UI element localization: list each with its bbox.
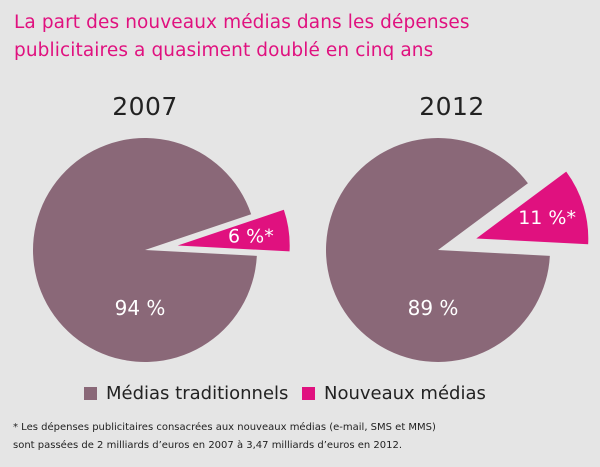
- footnote-line-1: * Les dépenses publicitaires consacrées …: [13, 422, 436, 433]
- legend-item-new: Nouveaux médias: [302, 383, 486, 404]
- legend-label-traditional: Médias traditionnels: [106, 383, 289, 404]
- pie-slice-traditional-2012: [326, 137, 550, 362]
- data-label-new-media-2007: 6 %*: [228, 226, 274, 248]
- legend-swatch-new: [302, 387, 315, 400]
- data-label-new-media-2012: 11 %*: [518, 207, 576, 229]
- legend-swatch-traditional: [84, 387, 97, 400]
- pie-slice-new-media-2007: [177, 209, 290, 252]
- legend-item-traditional: Médias traditionnels: [84, 383, 288, 404]
- chart-title: La part des nouveaux médias dans les dép…: [14, 9, 594, 65]
- data-label-traditional-2007: 94 %: [115, 296, 166, 320]
- data-label-traditional-2012: 89 %: [408, 296, 459, 320]
- footnote-line-2: sont passées de 2 milliards d’euros en 2…: [13, 440, 403, 451]
- footnote: * Les dépenses publicitaires consacrées …: [13, 419, 593, 455]
- pie-title-2007: 2007: [112, 92, 178, 121]
- pie-slice-traditional-2007: [33, 138, 257, 363]
- pie-slice-new-media-2012: [476, 171, 589, 245]
- pie-title-2012: 2012: [419, 92, 485, 121]
- legend-label-new: Nouveaux médias: [324, 383, 486, 404]
- chart-title-line-1: La part des nouveaux médias dans les dép…: [14, 12, 470, 33]
- chart-title-line-2: publicitaires a quasiment doublé en cinq…: [14, 40, 434, 61]
